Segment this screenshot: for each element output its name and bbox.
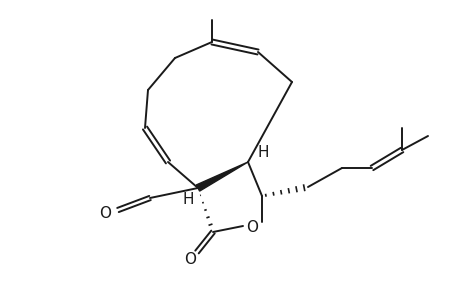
- Text: O: O: [99, 206, 111, 221]
- Text: O: O: [246, 220, 257, 236]
- Text: H: H: [182, 193, 194, 208]
- Text: O: O: [184, 253, 196, 268]
- Polygon shape: [196, 162, 247, 191]
- Text: H: H: [257, 145, 269, 160]
